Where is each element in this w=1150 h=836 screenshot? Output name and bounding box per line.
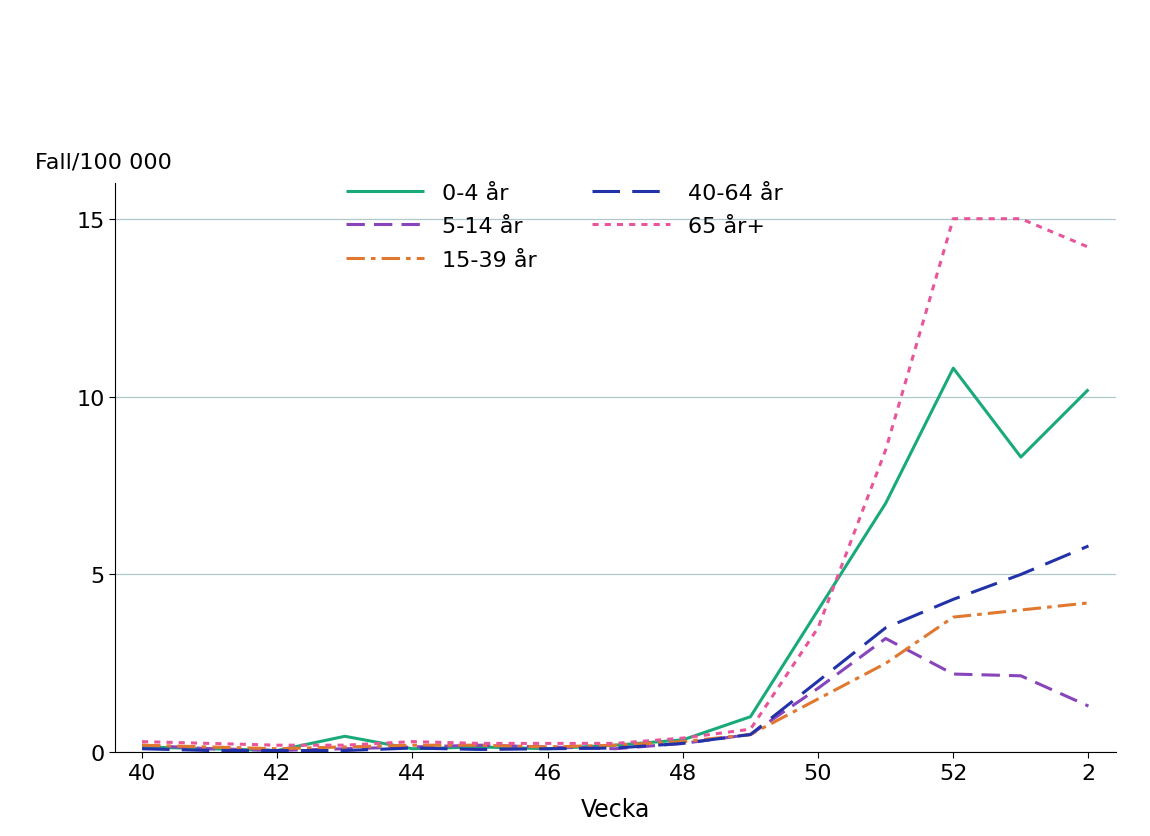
- 15-39 år: [1081, 599, 1095, 609]
- Line: 65 år+: 65 år+: [143, 220, 1088, 746]
- 65 år+: [676, 733, 690, 743]
- 15-39 år: [270, 744, 284, 754]
- 40-64 år: [136, 744, 150, 754]
- 65 år+: [338, 741, 352, 751]
- 5-14 år: [202, 744, 216, 754]
- 40-64 år: [202, 746, 216, 756]
- 65 år+: [270, 741, 284, 751]
- 15-39 år: [608, 741, 622, 751]
- Legend: 0-4 år, 5-14 år, 15-39 år, 40-64 år, 65 år+: 0-4 år, 5-14 år, 15-39 år, 40-64 år, 65 …: [346, 184, 782, 270]
- Line: 40-64 år: 40-64 år: [143, 547, 1088, 751]
- 65 år+: [473, 738, 486, 748]
- 5-14 år: [406, 742, 420, 752]
- 40-64 år: [879, 623, 892, 633]
- 0-4 år: [338, 732, 352, 742]
- 5-14 år: [811, 684, 825, 694]
- 65 år+: [540, 738, 554, 748]
- 0-4 år: [406, 744, 420, 754]
- 40-64 år: [1081, 542, 1095, 552]
- 15-39 år: [202, 742, 216, 752]
- 40-64 år: [338, 746, 352, 756]
- 15-39 år: [946, 612, 960, 622]
- 5-14 år: [676, 738, 690, 748]
- 65 år+: [406, 737, 420, 747]
- 65 år+: [202, 738, 216, 748]
- 0-4 år: [946, 364, 960, 374]
- 40-64 år: [676, 738, 690, 748]
- 5-14 år: [1081, 701, 1095, 711]
- 15-39 år: [1014, 605, 1028, 615]
- 5-14 år: [473, 741, 486, 751]
- 40-64 år: [270, 746, 284, 756]
- 0-4 år: [1014, 452, 1028, 462]
- X-axis label: Vecka: Vecka: [581, 797, 650, 821]
- 15-39 år: [676, 737, 690, 747]
- 0-4 år: [473, 742, 486, 752]
- Line: 5-14 år: 5-14 år: [143, 639, 1088, 751]
- 40-64 år: [608, 743, 622, 753]
- 5-14 år: [338, 744, 352, 754]
- 15-39 år: [473, 741, 486, 751]
- 65 år+: [879, 446, 892, 456]
- 0-4 år: [744, 712, 758, 722]
- 0-4 år: [676, 735, 690, 745]
- 65 år+: [608, 738, 622, 748]
- 5-14 år: [540, 742, 554, 752]
- 15-39 år: [540, 742, 554, 752]
- 0-4 år: [270, 746, 284, 756]
- 15-39 år: [406, 741, 420, 751]
- 40-64 år: [946, 594, 960, 604]
- 65 år+: [744, 724, 758, 734]
- 40-64 år: [473, 745, 486, 755]
- 40-64 år: [811, 676, 825, 686]
- 0-4 år: [811, 605, 825, 615]
- Text: Fall/100 000: Fall/100 000: [34, 153, 171, 172]
- 0-4 år: [608, 741, 622, 751]
- 65 år+: [946, 215, 960, 225]
- 5-14 år: [608, 744, 622, 754]
- 0-4 år: [1081, 385, 1095, 395]
- 15-39 år: [338, 742, 352, 752]
- 40-64 år: [406, 743, 420, 753]
- 65 år+: [1081, 242, 1095, 252]
- 0-4 år: [879, 498, 892, 508]
- 0-4 år: [136, 742, 150, 752]
- 15-39 år: [136, 741, 150, 751]
- 15-39 år: [811, 694, 825, 704]
- 5-14 år: [946, 669, 960, 679]
- 40-64 år: [744, 730, 758, 740]
- 5-14 år: [270, 746, 284, 756]
- Line: 0-4 år: 0-4 år: [143, 369, 1088, 751]
- 15-39 år: [879, 659, 892, 669]
- 5-14 år: [1014, 671, 1028, 681]
- 40-64 år: [1014, 570, 1028, 580]
- 65 år+: [1014, 215, 1028, 225]
- 5-14 år: [879, 634, 892, 644]
- 5-14 år: [744, 730, 758, 740]
- 0-4 år: [202, 744, 216, 754]
- 65 år+: [136, 737, 150, 747]
- 40-64 år: [540, 744, 554, 754]
- 0-4 år: [540, 744, 554, 754]
- 15-39 år: [744, 730, 758, 740]
- 5-14 år: [136, 741, 150, 751]
- Line: 15-39 år: 15-39 år: [143, 604, 1088, 749]
- 65 år+: [811, 623, 825, 633]
